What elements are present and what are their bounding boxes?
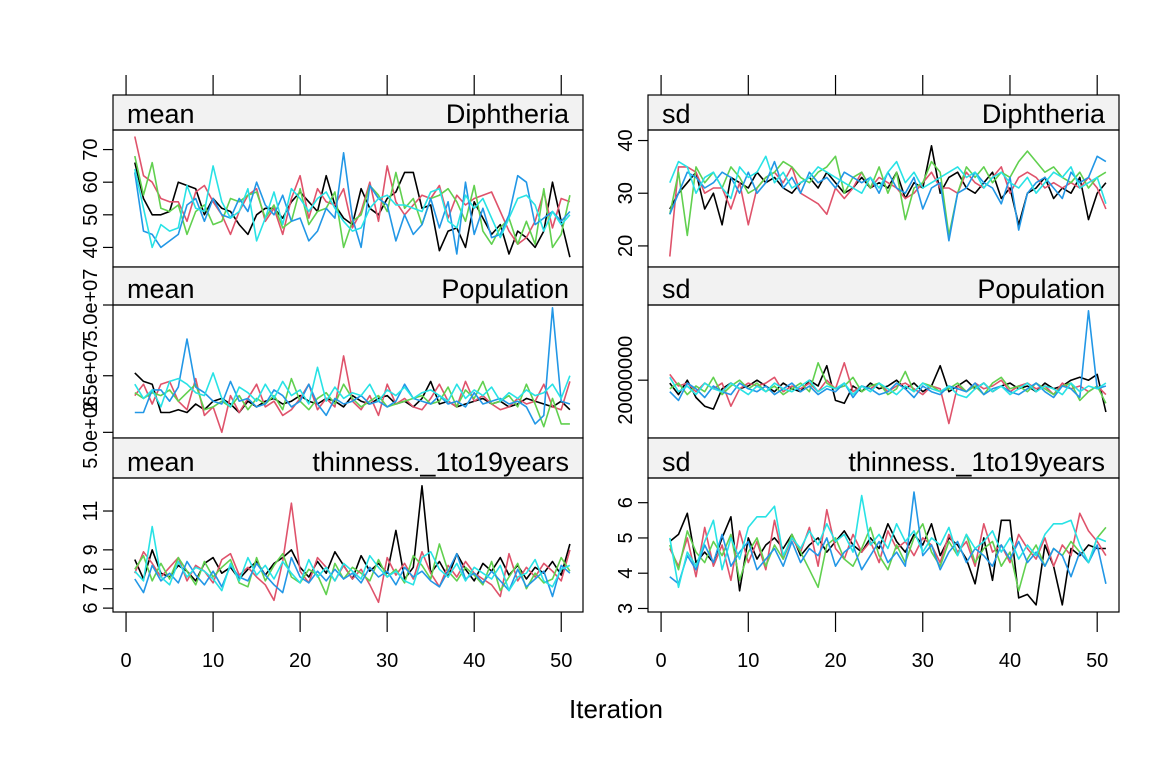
x-tick-label-1-0: 0 <box>656 650 667 672</box>
x-tick-label-1-4: 40 <box>999 650 1021 672</box>
y-tick-label-mean-thinness-3: 9 <box>80 544 102 555</box>
plot-area-sd-population <box>647 304 1120 439</box>
y-tick-label-sd-thinness-2: 5 <box>615 532 637 543</box>
y-tick-label-sd-diphtheria-0: 20 <box>615 235 637 257</box>
strip-left-label: mean <box>127 447 195 477</box>
y-tick-label-mean-population-1: 2.5e+07 <box>80 339 102 412</box>
strip-mean-thinness <box>112 437 584 479</box>
strip-left-label: sd <box>662 447 691 477</box>
panel-sd-population: sd Population 20000000 <box>615 266 1120 439</box>
strip-left-label: sd <box>662 274 691 304</box>
strip-sd-diphtheria <box>647 94 1120 131</box>
series-line-sd-population-2 <box>669 361 1107 404</box>
x-tick-label-0-0: 0 <box>120 650 131 672</box>
strip-right-label: Diphtheria <box>446 99 570 129</box>
strip-mean-population <box>112 266 584 306</box>
strip-right-label: Diphtheria <box>982 99 1106 129</box>
y-tick-label-mean-diphtheria-0: 40 <box>80 236 102 258</box>
series-line-sd-population-1 <box>669 361 1107 425</box>
strip-left-label: mean <box>127 274 195 304</box>
series-line-mean-thinness-3 <box>134 552 571 598</box>
strip-right-label: Population <box>977 274 1105 304</box>
x-axis-title: Iteration <box>569 694 663 724</box>
series-line-sd-diphtheria-1 <box>669 166 1107 257</box>
plot-area-mean-thinness <box>112 477 584 613</box>
y-tick-label-sd-thinness-3: 6 <box>615 497 637 508</box>
strip-right-label: thinness._1to19years <box>312 447 569 477</box>
strip-sd-thinness <box>647 437 1120 479</box>
series-line-mean-population-2 <box>134 377 570 428</box>
series-line-sd-population-3 <box>669 309 1107 402</box>
series-line-mean-population-3 <box>134 306 571 425</box>
panels-group: 0 10 20 30 40 50 0 10 20 30 40 50 mean Diphtheria 40 50… <box>80 75 1120 672</box>
x-tick-label-1-1: 10 <box>737 650 759 672</box>
series-line-mean-thinness-1 <box>134 502 571 604</box>
strip-left-label: sd <box>662 99 691 129</box>
y-tick-label-mean-diphtheria-2: 60 <box>80 171 102 193</box>
y-tick-label-sd-diphtheria-1: 30 <box>615 182 637 204</box>
panel-mean-thinness: mean thinness._1to19years 6 7 8 9 11 <box>80 437 584 614</box>
series-line-sd-population-4 <box>669 376 1107 399</box>
strip-sd-population <box>647 266 1120 306</box>
plot-area-sd-diphtheria <box>647 129 1120 268</box>
strip-right-label: Population <box>441 274 569 304</box>
plot-area-mean-population <box>112 304 584 439</box>
x-tick-label-0-4: 40 <box>463 650 485 672</box>
x-tick-label-0-2: 20 <box>289 650 311 672</box>
y-tick-label-sd-population-0: 20000000 <box>615 336 637 425</box>
panel-sd-thinness: sd thinness._1to19years 3 4 5 6 <box>615 437 1120 614</box>
y-tick-label-mean-thinness-2: 8 <box>80 564 102 575</box>
series-line-mean-diphtheria-1 <box>134 136 571 245</box>
panel-mean-population: mean Population 5.0e+062.5e+075.0e+07 <box>80 266 584 469</box>
panel-mean-diphtheria: mean Diphtheria 40 50 60 70 <box>80 94 584 268</box>
x-tick-label-0-1: 10 <box>202 650 224 672</box>
series-line-mean-population-4 <box>134 366 571 408</box>
series-line-mean-diphtheria-3 <box>134 152 571 255</box>
y-tick-label-sd-thinness-0: 3 <box>615 603 637 614</box>
x-tick-label-1-2: 20 <box>824 650 846 672</box>
y-tick-label-mean-thinness-4: 11 <box>80 501 102 522</box>
y-tick-label-sd-thinness-1: 4 <box>615 568 637 579</box>
strip-right-label: thinness._1to19years <box>848 447 1105 477</box>
y-tick-label-mean-diphtheria-1: 50 <box>80 204 102 226</box>
x-tick-label-0-3: 30 <box>376 650 398 672</box>
y-tick-label-mean-population-2: 5.0e+07 <box>80 269 102 342</box>
y-tick-label-mean-thinness-0: 6 <box>80 603 102 614</box>
series-line-sd-thinness-4 <box>669 494 1107 589</box>
y-tick-label-mean-diphtheria-3: 70 <box>80 138 102 160</box>
series-line-mean-diphtheria-4 <box>134 165 571 249</box>
y-tick-label-mean-thinness-1: 7 <box>80 583 102 594</box>
y-tick-label-sd-diphtheria-2: 40 <box>615 129 637 151</box>
series-line-sd-diphtheria-2 <box>669 150 1107 237</box>
strip-left-label: mean <box>127 99 195 129</box>
series-line-mean-thinness-2 <box>134 543 571 596</box>
x-tick-label-1-3: 30 <box>912 650 934 672</box>
y-tick-label-mean-population-0: 5.0e+06 <box>80 396 102 469</box>
series-line-sd-diphtheria-4 <box>669 155 1107 205</box>
panel-sd-diphtheria: sd Diphtheria 20 30 40 <box>615 94 1120 268</box>
x-tick-label-0-5: 50 <box>550 650 572 672</box>
strip-mean-diphtheria <box>112 94 584 131</box>
x-tick-label-1-5: 50 <box>1086 650 1108 672</box>
series-line-mean-thinness-4 <box>134 525 571 592</box>
plot-area-sd-thinness <box>647 477 1120 613</box>
series-line-sd-thinness-2 <box>669 522 1107 592</box>
